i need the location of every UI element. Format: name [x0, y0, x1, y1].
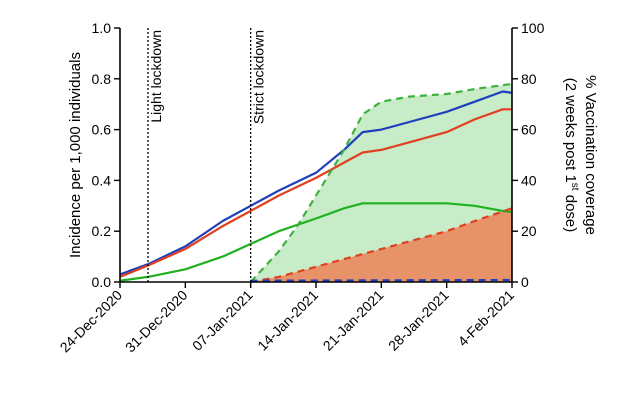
y-tick-label-left: 0.4 [92, 172, 112, 188]
series-5-line [250, 278, 513, 282]
y-tick-label-left: 0.6 [92, 122, 112, 138]
y-tick-label-left: 0.8 [92, 71, 112, 87]
x-tick-label: 4-Feb-2021 [455, 287, 518, 350]
y-tick-label-left: 0.0 [92, 274, 112, 290]
y-tick-label-right: 60 [521, 122, 537, 138]
series-4-area [250, 208, 512, 282]
y-tick-label-right: 20 [521, 223, 537, 239]
x-tick-label: 21-Jan-2021 [320, 287, 387, 354]
y-axis-label-right-line2-sup: st [569, 183, 580, 191]
y-axis-label-right-line1: % Vaccination coverage [582, 75, 599, 235]
x-tick-label: 07-Jan-2021 [189, 287, 256, 354]
series-1-line [119, 108, 512, 278]
annotation-label-0: Light lockdown [148, 30, 164, 123]
series-4-line [250, 207, 513, 284]
x-tick-label: 31-Dec-2020 [122, 287, 191, 356]
y-axis-label-right-line2: (2 weeks post 1st dose) [562, 78, 580, 233]
annotation-label-1: Strict lockdown [251, 30, 267, 124]
coverage-fills [250, 83, 512, 283]
x-tick-label: 24-Dec-2020 [57, 287, 126, 356]
x-tick-label: 14-Jan-2021 [254, 287, 321, 354]
y-tick-label-right: 80 [521, 71, 537, 87]
y-axis-label-right-line2-pre: (2 weeks post 1 [562, 78, 579, 183]
y-axis-label-left: Incidence per 1,000 individuals [67, 52, 84, 258]
x-tick-label: 28-Jan-2021 [385, 287, 452, 354]
series-3-line [249, 82, 513, 283]
series-2-line [119, 202, 513, 282]
y-tick-label-left: 1.0 [92, 20, 112, 36]
series-lines [119, 82, 513, 284]
y-tick-label-right: 100 [521, 20, 545, 36]
y-tick-label-right: 40 [521, 172, 537, 188]
y-tick-label-left: 0.2 [92, 223, 112, 239]
y-axis-label-right-line2-post: dose) [562, 191, 579, 233]
y-tick-label-right: 0 [521, 274, 529, 290]
annotations: Light lockdown Strict lockdown [147, 28, 267, 282]
